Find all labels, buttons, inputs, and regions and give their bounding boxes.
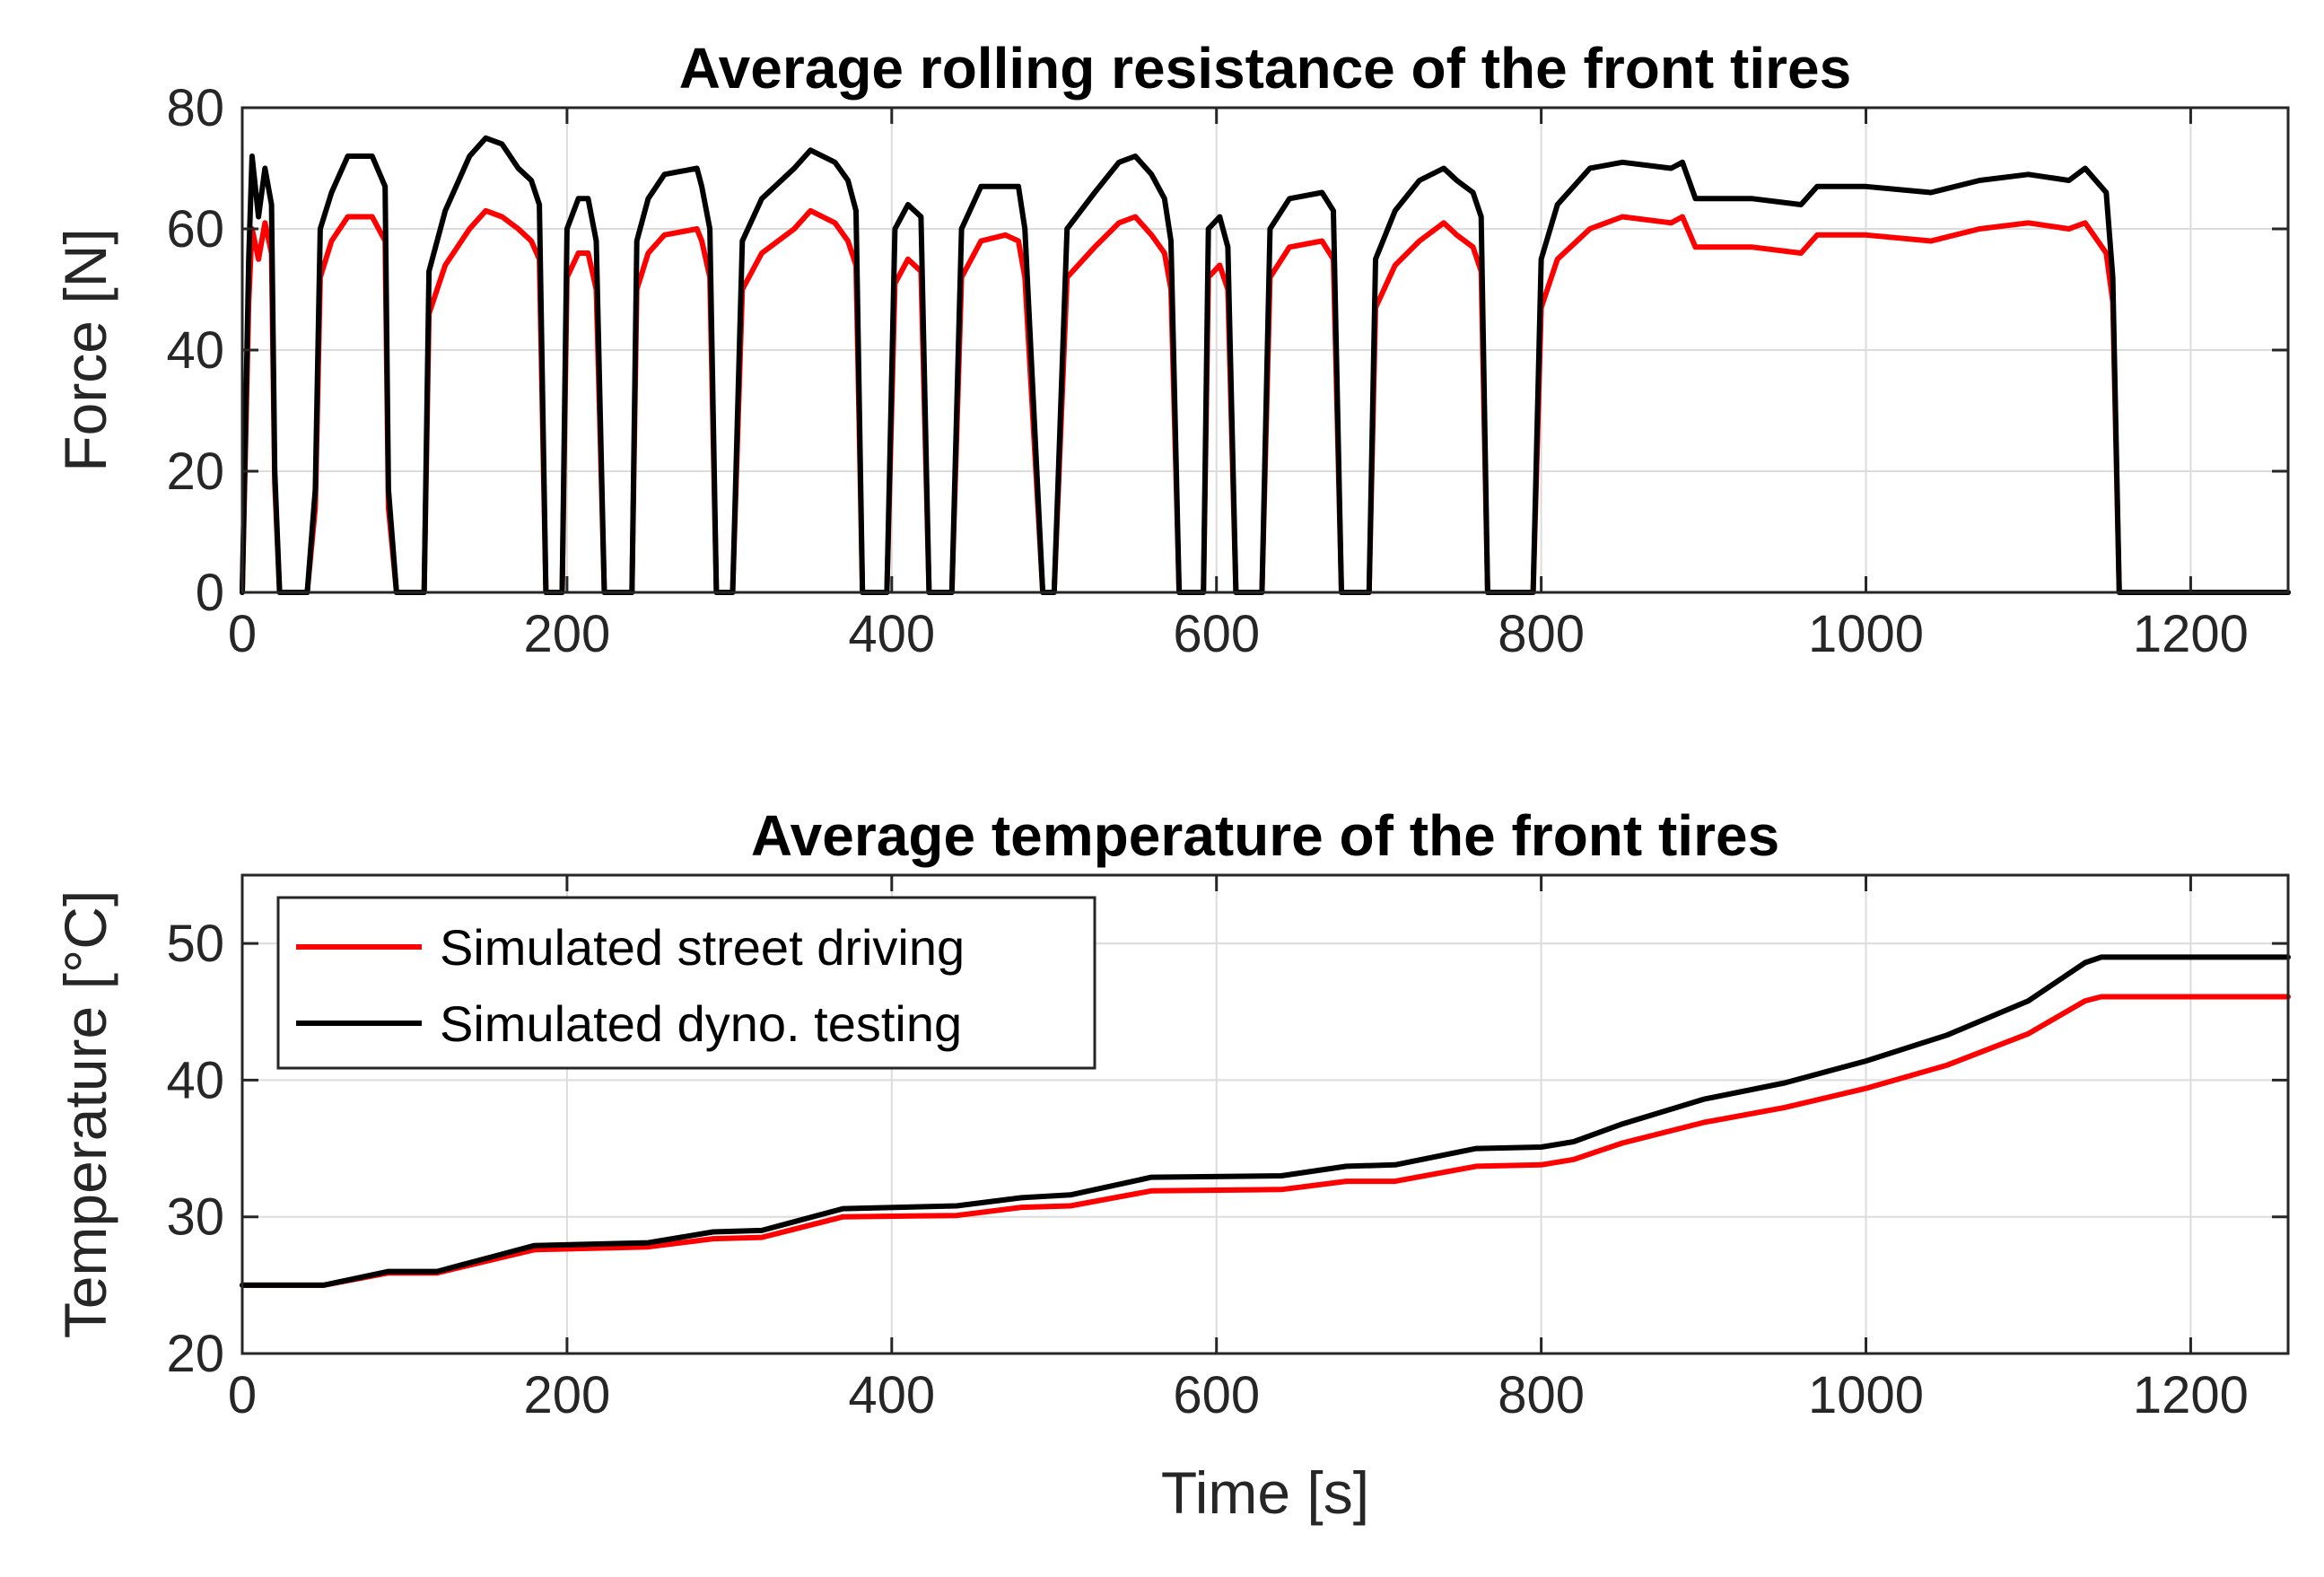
y-tick-label: 40 — [166, 1051, 224, 1109]
y-tick-label: 20 — [166, 1325, 224, 1383]
x-tick-label: 200 — [524, 1366, 611, 1424]
x-tick-label: 1200 — [2133, 605, 2249, 663]
temperature-plot-frame — [240, 873, 2290, 1355]
time-x-axis-label: Time [s] — [1161, 1459, 1369, 1526]
force-chart-title: Average rolling resistance of the front … — [679, 36, 1851, 101]
force-lines — [240, 135, 2291, 595]
y-tick-label: 30 — [166, 1188, 224, 1247]
y-tick-label: 80 — [166, 79, 224, 137]
x-tick-label: 400 — [848, 605, 935, 663]
x-tick-label: 800 — [1498, 1366, 1585, 1424]
force-axes: Average rolling resistance of the front … — [52, 36, 2291, 663]
x-tick-label: 200 — [524, 605, 611, 663]
x-tick-label: 1000 — [1808, 1366, 1924, 1424]
temperature-chart-title: Average temperature of the front tires — [751, 803, 1779, 868]
x-tick-label: 600 — [1173, 1366, 1260, 1424]
y-tick-label: 50 — [166, 915, 224, 973]
x-tick-label: 0 — [228, 605, 257, 663]
legend: Simulated street driving Simulated dyno.… — [276, 896, 1096, 1070]
y-tick-label: 0 — [196, 564, 224, 622]
legend-box — [276, 896, 1096, 1070]
temperature-lines — [240, 954, 2291, 1288]
y-tick-label: 20 — [166, 442, 224, 501]
temperature-y-axis-label: Temperature [°C] — [52, 890, 118, 1339]
series-line-street-driving — [240, 994, 2291, 1288]
x-tick-label: 400 — [848, 1366, 935, 1424]
x-tick-label: 800 — [1498, 605, 1585, 663]
series-line-dyno-testing — [240, 954, 2291, 1288]
x-tick-label: 0 — [228, 1366, 257, 1424]
x-tick-label: 1000 — [1808, 605, 1924, 663]
y-tick-label: 60 — [166, 200, 224, 258]
temperature-tick-labels: 0 200 400 600 800 1000 1200 20 30 40 50 — [166, 875, 2288, 1424]
x-tick-label: 600 — [1173, 605, 1260, 663]
series-line-dyno-testing — [240, 135, 2291, 595]
legend-label-street-driving: Simulated street driving — [440, 919, 965, 976]
force-tick-labels: 0 200 400 600 800 1000 1200 0 20 40 60 80 — [166, 79, 2288, 663]
legend-label-dyno-testing: Simulated dyno. testing — [440, 995, 962, 1052]
temperature-axes: Average temperature of the front tires 0… — [52, 803, 2291, 1526]
force-y-axis-label: Force [N] — [52, 228, 118, 471]
y-tick-label: 40 — [166, 321, 224, 380]
x-tick-label: 1200 — [2133, 1366, 2249, 1424]
